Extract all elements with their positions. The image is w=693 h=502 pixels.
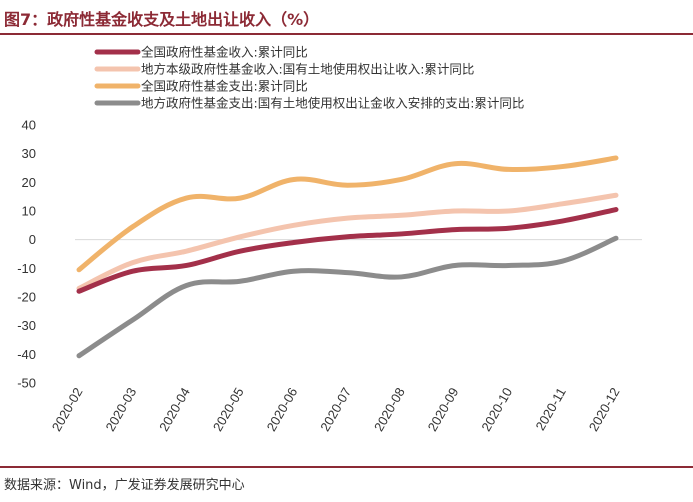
chart-title: 图7：政府性基金收支及土地出让收入（%） [4, 10, 320, 29]
x-tick-label: 2020-06 [264, 385, 301, 434]
x-tick-label: 2020-12 [586, 385, 623, 434]
y-tick-label: 40 [22, 118, 36, 133]
x-tick-label: 2020-03 [102, 385, 139, 434]
y-tick-label: -40 [17, 347, 36, 362]
series-line-1 [76, 207, 619, 294]
x-tick-label: 2020-09 [425, 385, 462, 434]
y-tick-label: 10 [22, 204, 36, 219]
y-tick-label: -50 [17, 376, 36, 391]
series-lines [76, 155, 619, 359]
y-tick-label: 20 [22, 175, 36, 190]
x-tick-label: 2020-02 [49, 385, 86, 434]
x-tick-label: 2020-05 [210, 385, 247, 434]
y-tick-label: 30 [22, 146, 36, 161]
x-tick-label: 2020-07 [317, 385, 354, 434]
y-tick-label: 0 [29, 232, 36, 247]
series-line-3 [76, 155, 619, 273]
x-tick-label: 2020-11 [533, 385, 569, 433]
x-tick-label: 2020-10 [478, 385, 515, 434]
x-tick-label: 2020-08 [371, 385, 408, 434]
footer-divider [0, 466, 693, 468]
series-line-4 [76, 235, 619, 359]
line-chart: 全国政府性基金收入:累计同比地方本级政府性基金收入:国有土地使用权出让收入:累计… [17, 45, 642, 434]
legend-label: 地方政府性基金支出:国有土地使用权出让金收入安排的支出:累计同比 [141, 96, 524, 111]
legend-label: 地方本级政府性基金收入:国有土地使用权出让收入:累计同比 [141, 62, 474, 77]
source-note: 数据来源：Wind，广发证券发展研究中心 [4, 478, 245, 493]
series-line-2 [76, 192, 619, 291]
legend-label: 全国政府性基金支出:累计同比 [141, 79, 308, 94]
legend: 全国政府性基金收入:累计同比地方本级政府性基金收入:国有土地使用权出让收入:累计… [94, 45, 524, 111]
y-tick-label: -30 [17, 318, 36, 333]
x-tick-label: 2020-04 [156, 385, 193, 434]
title-bar: 图7：政府性基金收支及土地出让收入（%） [0, 0, 693, 35]
legend-label: 全国政府性基金收入:累计同比 [141, 45, 308, 60]
y-tick-label: -20 [17, 290, 36, 305]
y-tick-label: -10 [17, 261, 36, 276]
